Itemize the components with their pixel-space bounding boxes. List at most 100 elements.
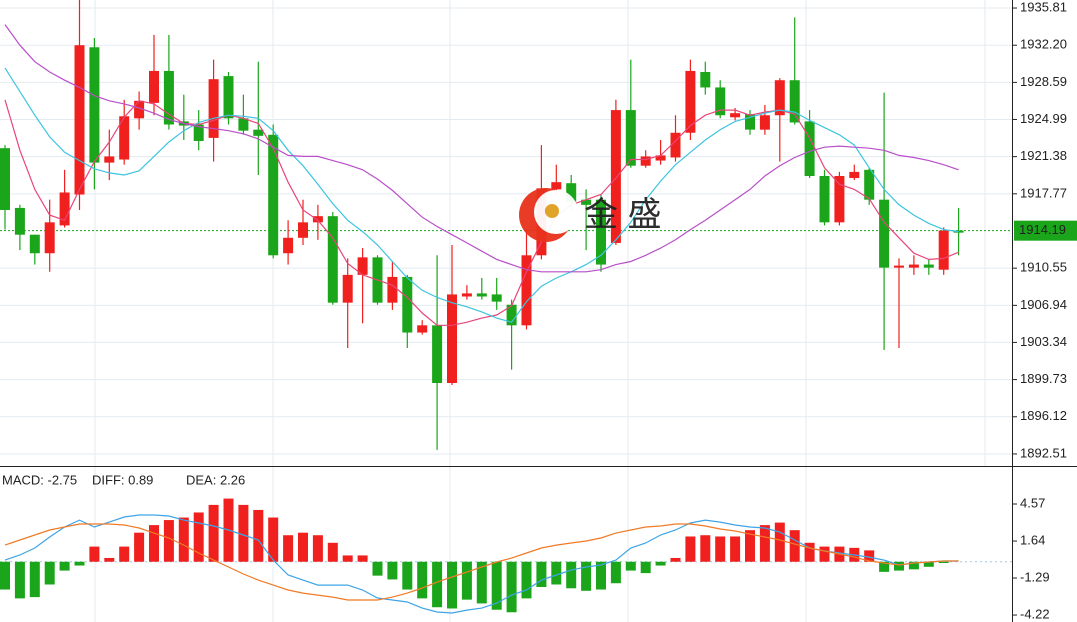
macd-bar (923, 561, 934, 567)
candle-body (476, 293, 487, 297)
macd-bar (327, 542, 338, 562)
macd-bar (104, 557, 115, 562)
candle-body (283, 237, 294, 254)
macd-bar (372, 561, 383, 576)
watermark: 金 盛 (519, 188, 661, 242)
candle-body (864, 169, 875, 200)
macd-bar (864, 550, 875, 562)
macd-bar (640, 561, 651, 574)
macd-bar (461, 561, 472, 600)
macd-bar (208, 504, 219, 562)
macd-bar (29, 561, 40, 598)
candle-body (670, 132, 681, 158)
candle-body (730, 113, 741, 118)
macd-bar (536, 561, 547, 588)
macd-bar (670, 557, 681, 562)
candle-body (447, 294, 457, 383)
macd-bar (908, 561, 919, 570)
macd-bar (879, 561, 890, 572)
candle-body (938, 230, 949, 270)
moving-average-line (4, 99, 959, 326)
macd-bar (700, 535, 711, 562)
macd-bar (238, 504, 249, 562)
candle-body (417, 325, 428, 333)
candle-body (253, 129, 264, 136)
macd-bar (163, 520, 174, 562)
candle-body (268, 134, 279, 256)
macd-bar (506, 561, 517, 613)
macd-bar (759, 525, 770, 562)
macd-bar (655, 561, 666, 566)
candle-body (89, 47, 100, 163)
candle-body (819, 175, 830, 223)
macd-bar (551, 561, 562, 585)
macd-bar (432, 561, 443, 608)
macd-bar (14, 561, 25, 599)
macd-bar (715, 536, 726, 562)
macd-bar (894, 561, 904, 571)
y-tick-label: 1917.77 (1020, 185, 1067, 200)
candle-body (327, 216, 338, 303)
macd-legend: MACD: -2.75 (2, 472, 77, 487)
macd-bar (521, 561, 532, 599)
macd-bar (283, 535, 294, 562)
macd-bar (566, 561, 577, 589)
macd-bar (298, 532, 308, 562)
moving-average-line (4, 24, 959, 273)
macd-bar (149, 525, 159, 562)
candle-body (402, 276, 413, 333)
macd-bar (745, 530, 755, 562)
macd-bar (89, 546, 100, 562)
candle-body (104, 156, 115, 163)
candle-body (700, 71, 711, 88)
candle-body (596, 199, 606, 265)
y-tick-label: 1892.51 (1020, 445, 1067, 460)
candle-body (521, 255, 532, 326)
macd-bar (417, 561, 428, 599)
macd-bar (789, 530, 800, 562)
macd-bar (774, 522, 785, 562)
candle-body (134, 100, 145, 119)
macd-bar (819, 546, 830, 562)
candle-body (59, 192, 70, 226)
macd-line (4, 523, 959, 601)
candle-body (804, 121, 815, 176)
macd-bar (476, 561, 487, 604)
candle-body (953, 230, 964, 233)
macd-bar (253, 509, 264, 562)
candle-body (879, 199, 890, 268)
candle-body (223, 76, 234, 119)
moving-average-line (4, 67, 959, 323)
y-tick-label: 1906.94 (1020, 297, 1067, 312)
macd-bar (610, 561, 621, 584)
y-tick-label: 1896.12 (1020, 408, 1067, 423)
macd-bar (119, 546, 130, 562)
y-tick-label: 1.64 (1020, 532, 1045, 547)
watermark-text: 金 盛 (584, 196, 661, 234)
macd-bar (74, 561, 85, 566)
candle-body (551, 182, 562, 190)
candle-body (432, 325, 443, 383)
macd-bar (581, 561, 592, 591)
macd-bar (268, 517, 279, 562)
candle-body (774, 80, 785, 116)
logo-dot (545, 204, 559, 218)
dea-legend: DEA: 2.26 (186, 472, 245, 487)
candle-body (894, 265, 904, 268)
macd-bar (312, 535, 323, 562)
y-tick-label: -1.29 (1020, 569, 1050, 584)
macd-bar (625, 561, 636, 571)
y-tick-label: 1932.20 (1020, 37, 1067, 52)
macd-bar (134, 532, 145, 562)
y-tick-label: 1935.81 (1020, 0, 1067, 14)
candle-body (566, 183, 577, 202)
candle-body (74, 45, 85, 195)
macd-bar (357, 555, 368, 562)
candle-body (193, 124, 204, 141)
candle-body (119, 116, 130, 160)
y-tick-label: 1903.34 (1020, 334, 1067, 349)
candle-body (44, 222, 55, 254)
